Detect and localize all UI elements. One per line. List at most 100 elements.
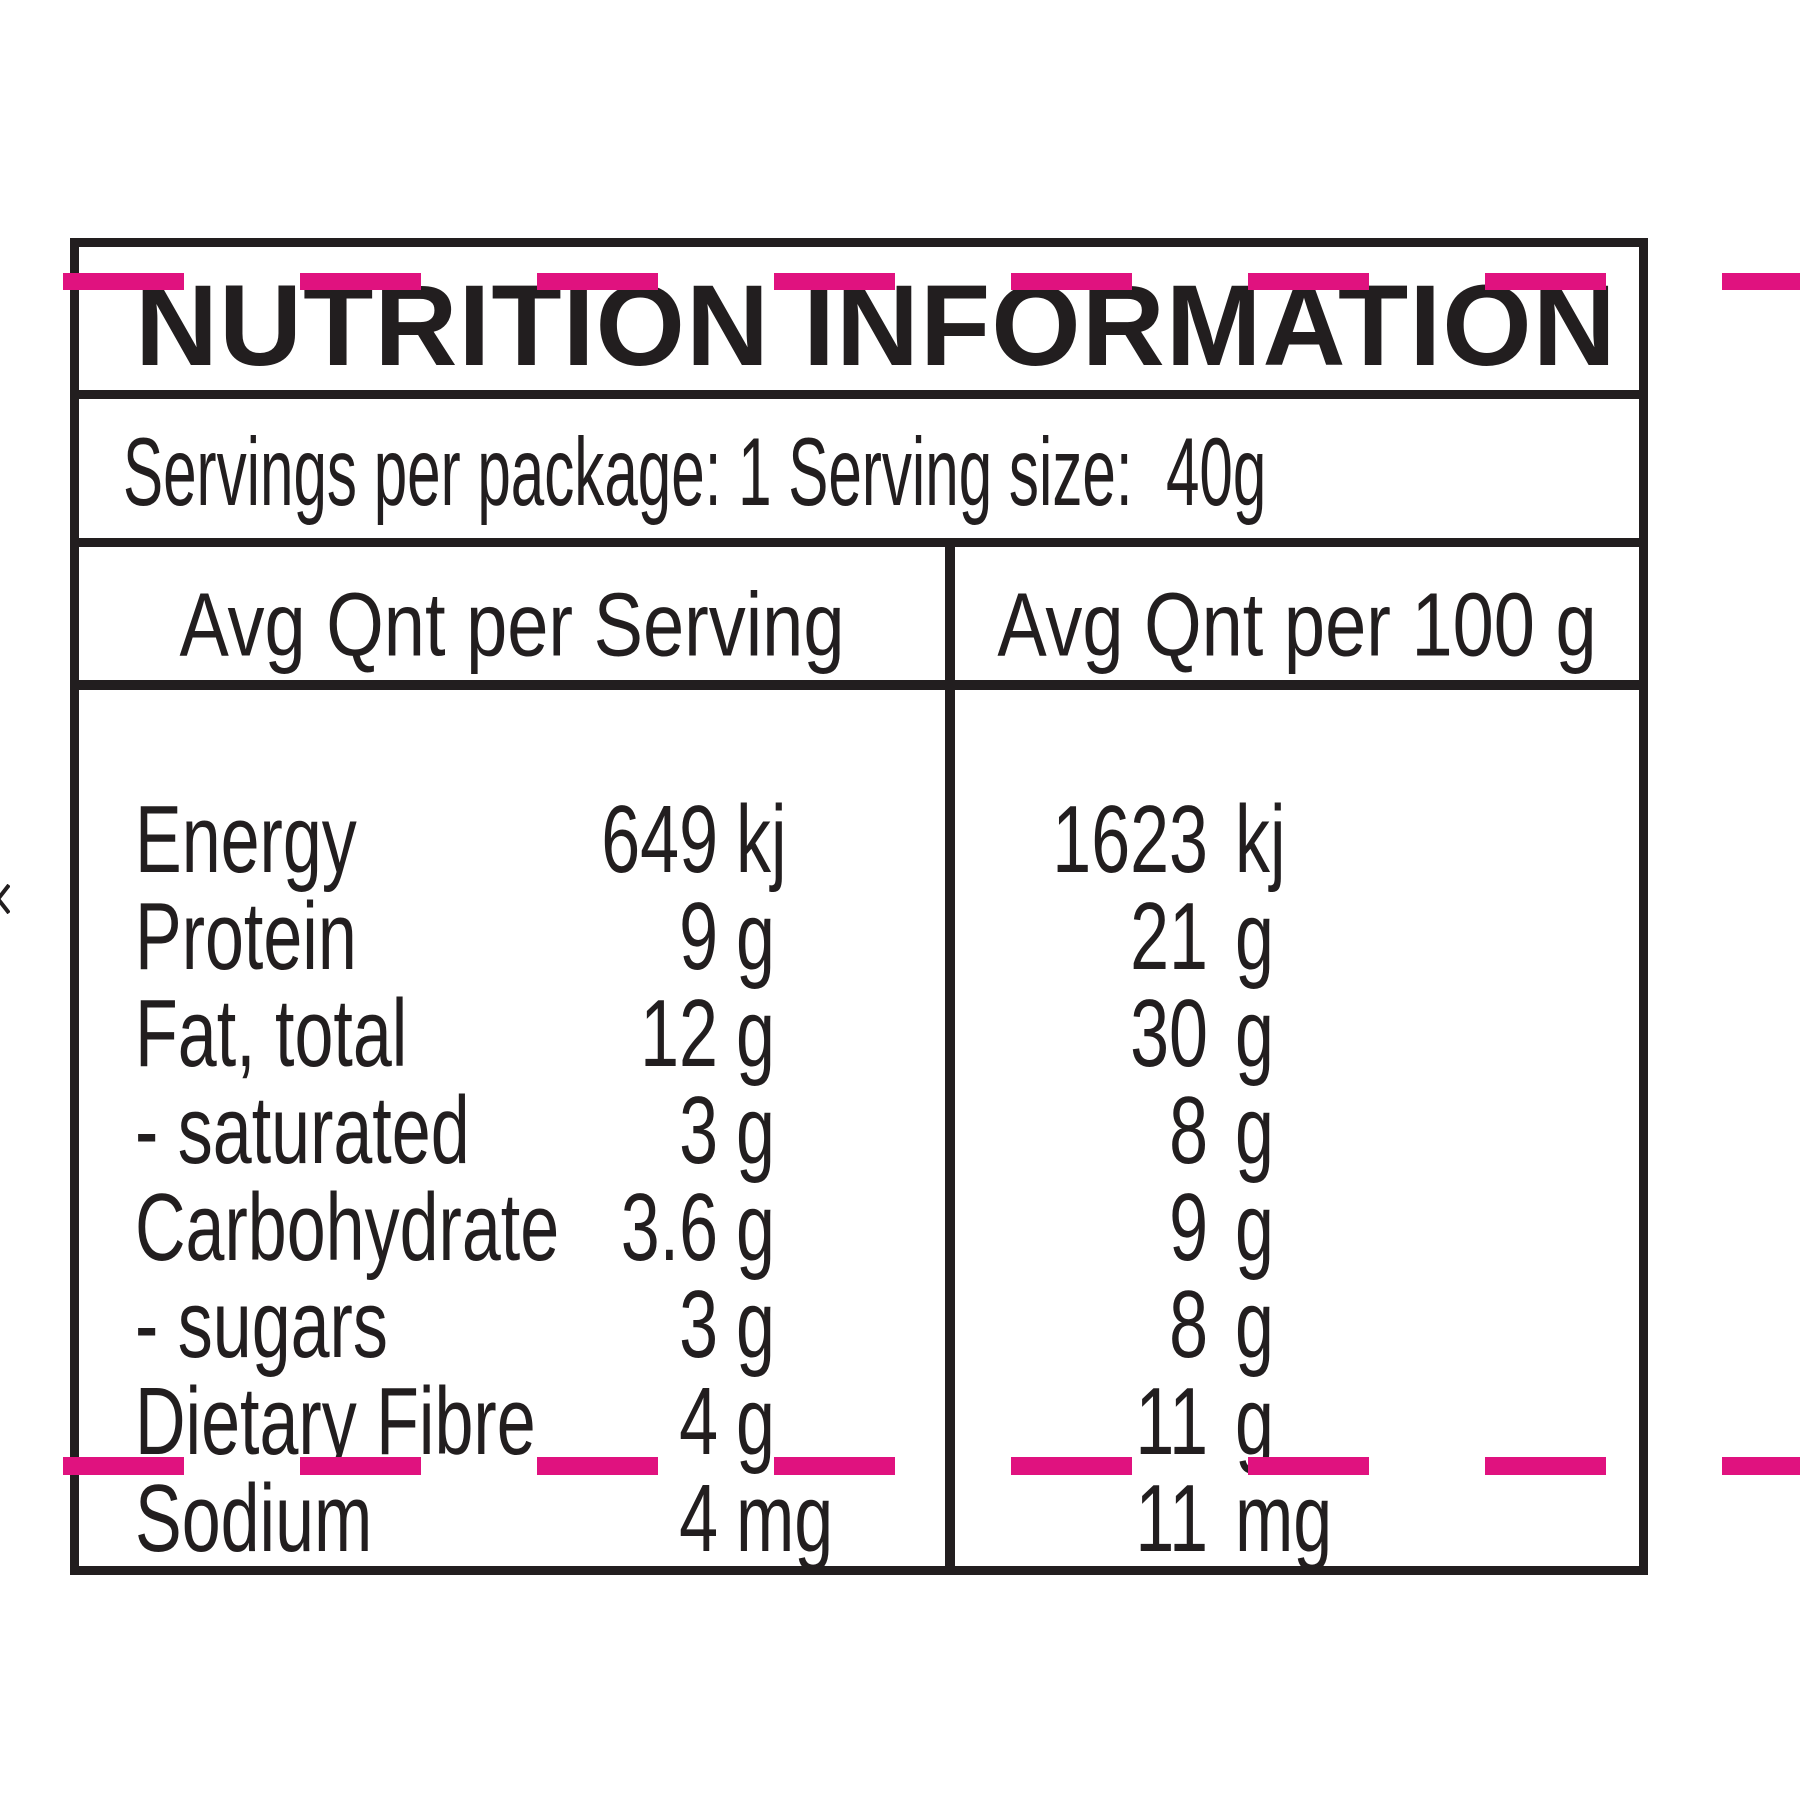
serving-value: 4 [588, 1374, 718, 1469]
serving-value-text: 4 [679, 1465, 718, 1572]
nutrient-label: Energy [135, 792, 588, 887]
table-row: Sodium 4 mg [79, 1469, 945, 1566]
per100-value-text: 21 [1130, 883, 1208, 990]
per100-value: 21 [955, 889, 1208, 984]
per100-unit: g [1208, 889, 1639, 984]
table-row: 11 mg [955, 1469, 1639, 1566]
per100-unit: mg [1208, 1471, 1639, 1566]
nutrient-label-text: Protein [135, 883, 357, 990]
per100-value: 1623 [955, 792, 1208, 887]
per-serving-column: Energy 649 kj Protein 9 g Fat, total 12 g - satur… [79, 690, 955, 1566]
per100-unit-text: g [1235, 1174, 1274, 1281]
table-row: 30 g [955, 984, 1639, 1081]
per100-unit: g [1208, 1277, 1639, 1372]
nutrient-label: Dietary Fibre [135, 1374, 588, 1469]
per100-unit-text: g [1235, 980, 1274, 1087]
per100-unit: g [1208, 1374, 1639, 1469]
per100-value: 8 [955, 1277, 1208, 1372]
header-cell-per-100g: Avg Qnt per 100 g [955, 547, 1639, 680]
serving-value-text: 3 [679, 1271, 718, 1378]
serving-unit-text: g [736, 1368, 775, 1475]
per100-value: 9 [955, 1180, 1208, 1275]
per100-value-text: 11 [1135, 1465, 1208, 1572]
serving-unit-text: g [736, 980, 775, 1087]
serving-unit-text: g [736, 1271, 775, 1378]
columns-section: Avg Qnt per Serving Avg Qnt per 100 g En… [79, 547, 1639, 1566]
serving-unit: g [736, 1083, 945, 1178]
nutrient-label-text: Dietary Fibre [135, 1368, 536, 1475]
serving-unit-text: mg [736, 1465, 834, 1572]
per100-value-text: 30 [1130, 980, 1208, 1087]
per100-unit-text: g [1235, 1368, 1274, 1475]
nutrient-label: Sodium [135, 1471, 588, 1566]
per100-value-text: 1623 [1052, 786, 1208, 893]
nutrient-label-text: Energy [135, 786, 357, 893]
serving-unit-text: g [736, 883, 775, 990]
nutrient-values-body: Energy 649 kj Protein 9 g Fat, total 12 g - satur… [79, 690, 1639, 1566]
table-row: Carbohydrate 3.6 g [79, 1178, 945, 1275]
nutrient-label-text: Carbohydrate [135, 1174, 560, 1281]
nutrient-label-text: - sugars [135, 1271, 388, 1378]
nutrient-label-text: - saturated [135, 1077, 470, 1184]
per100-unit-text: mg [1235, 1465, 1333, 1572]
serving-value: 649 [588, 792, 718, 887]
per100-unit: kj [1208, 792, 1639, 887]
serving-unit: g [736, 889, 945, 984]
per100-unit: g [1208, 1180, 1639, 1275]
serving-unit: mg [736, 1471, 945, 1566]
per100-value-text: 9 [1169, 1174, 1208, 1281]
serving-value-text: 9 [679, 883, 718, 990]
serving-value-text: 3 [679, 1077, 718, 1184]
serving-unit: g [736, 1374, 945, 1469]
per100-value-text: 8 [1169, 1077, 1208, 1184]
table-row: Fat, total 12 g [79, 984, 945, 1081]
table-row: Dietary Fibre 4 g [79, 1372, 945, 1469]
serving-value: 9 [588, 889, 718, 984]
pink-dashed-line-bottom [63, 1457, 1800, 1475]
edge-print-mark [0, 884, 10, 914]
serving-unit: kj [736, 792, 945, 887]
serving-value: 4 [588, 1471, 718, 1566]
per100-value-text: 8 [1169, 1271, 1208, 1378]
per-serving-header: Avg Qnt per Serving [179, 573, 845, 675]
table-row: Energy 649 kj [79, 790, 945, 887]
serving-unit: g [736, 986, 945, 1081]
table-row: Protein 9 g [79, 887, 945, 984]
serving-value: 3 [588, 1083, 718, 1178]
per100-value: 30 [955, 986, 1208, 1081]
serving-unit: g [736, 1180, 945, 1275]
serving-value-text: 3.6 [620, 1174, 718, 1281]
serving-value: 3 [588, 1277, 718, 1372]
serving-value-text: 4 [679, 1368, 718, 1475]
per100-unit-text: g [1235, 1271, 1274, 1378]
servings-row: Servings per package: 1 Serving size: 40… [79, 399, 1639, 547]
table-row: 11 g [955, 1372, 1639, 1469]
per100-unit: g [1208, 986, 1639, 1081]
serving-unit: g [736, 1277, 945, 1372]
per-100g-column: 1623 kj 21 g 30 g 8 g 9 g 8 g 11 g 11 mg [955, 690, 1639, 1566]
serving-value: 3.6 [588, 1180, 718, 1275]
servings-text: Servings per package: 1 Serving size: 40… [123, 419, 1267, 527]
per100-unit-text: g [1235, 1077, 1274, 1184]
table-row: 21 g [955, 887, 1639, 984]
nutrient-label-text: Sodium [135, 1465, 373, 1572]
per100-value: 8 [955, 1083, 1208, 1178]
nutrient-label: - sugars [135, 1277, 588, 1372]
serving-value: 12 [588, 986, 718, 1081]
serving-unit-text: kj [736, 786, 787, 893]
serving-value-text: 649 [601, 786, 718, 893]
pink-dashed-line-top [63, 273, 1800, 290]
per100-value-text: 11 [1135, 1368, 1208, 1475]
header-cell-per-serving: Avg Qnt per Serving [79, 547, 955, 680]
serving-unit-text: g [736, 1174, 775, 1281]
nutrient-label: Carbohydrate [135, 1180, 588, 1275]
per100-value: 11 [955, 1471, 1208, 1566]
title-row: NUTRITION INFORMATION [79, 247, 1639, 399]
per100-unit: g [1208, 1083, 1639, 1178]
per100-unit-text: kj [1235, 786, 1286, 893]
nutrient-label: Fat, total [135, 986, 588, 1081]
column-header-row: Avg Qnt per Serving Avg Qnt per 100 g [79, 547, 1639, 690]
